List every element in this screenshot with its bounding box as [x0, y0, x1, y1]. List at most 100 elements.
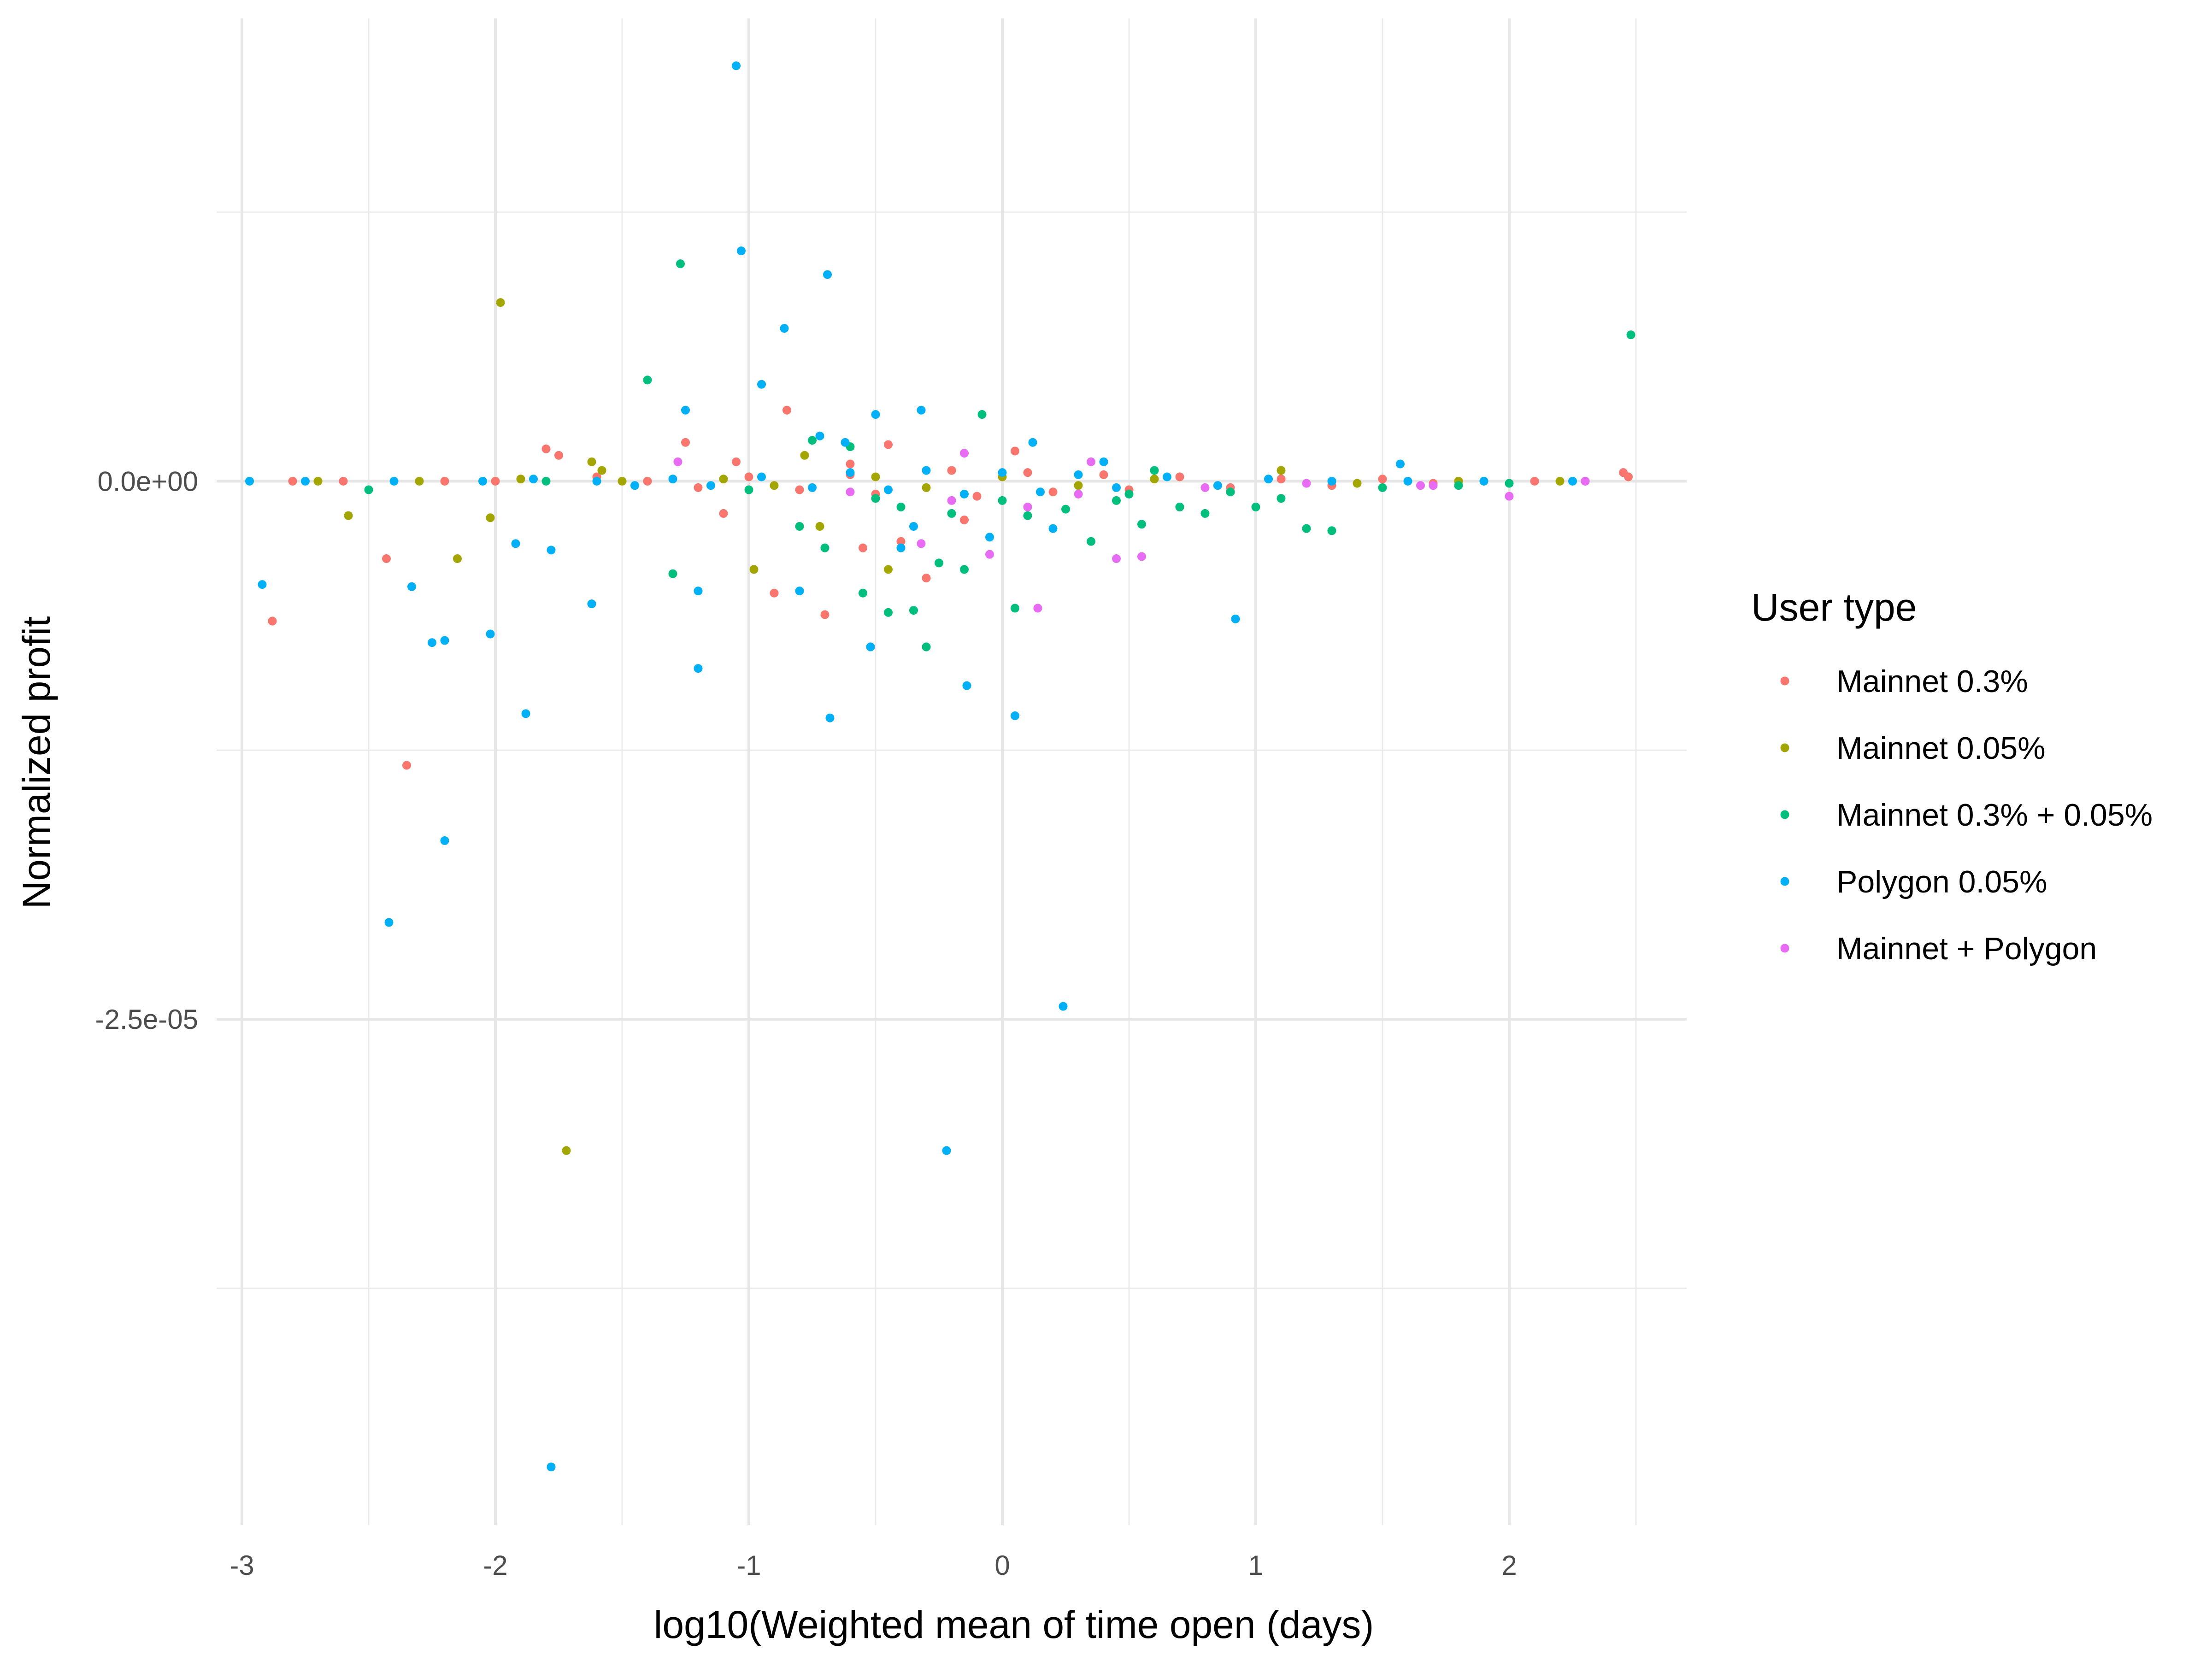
data-point [1454, 481, 1463, 490]
data-point [511, 539, 520, 548]
data-point [770, 588, 779, 598]
data-point [344, 511, 353, 520]
data-point [1555, 476, 1565, 486]
data-point [917, 405, 926, 415]
data-point [587, 599, 596, 609]
data-point [1087, 537, 1095, 546]
data-point [815, 522, 824, 531]
data-point [681, 438, 690, 447]
data-point [795, 522, 804, 531]
legend-entries: Mainnet 0.3% Mainnet 0.05% Mainnet 0.3% + … [1780, 664, 2153, 966]
data-point [922, 483, 931, 492]
data-point [1429, 481, 1438, 490]
data-point [795, 485, 804, 494]
data-point [694, 664, 703, 673]
data-point [1277, 475, 1286, 484]
data-point [998, 496, 1007, 505]
data-point [823, 270, 832, 279]
data-point [1011, 711, 1019, 721]
data-point [719, 475, 728, 484]
data-point [1074, 470, 1083, 479]
data-point [1033, 604, 1042, 613]
data-point [1479, 476, 1488, 486]
x-tick-label: -1 [736, 1550, 761, 1581]
data-point [486, 629, 495, 639]
data-point [780, 324, 789, 333]
data-point [1099, 457, 1108, 466]
legend-label: Mainnet 0.3% [1836, 664, 2028, 699]
data-point [841, 438, 850, 447]
data-point [1048, 524, 1058, 533]
x-tick-label: -2 [483, 1550, 507, 1581]
legend-label: Polygon 0.05% [1836, 864, 2047, 899]
data-point [1150, 466, 1159, 475]
x-tick-label: -3 [229, 1550, 254, 1581]
data-point [1074, 489, 1083, 499]
data-point [1028, 438, 1037, 447]
data-point [1581, 476, 1590, 486]
data-point [1624, 472, 1633, 481]
data-point [440, 836, 449, 845]
legend-label: Mainnet + Polygon [1836, 931, 2097, 966]
data-point [554, 451, 563, 460]
data-point [947, 466, 956, 475]
data-point [268, 616, 277, 626]
data-point [820, 543, 830, 552]
data-point [1023, 468, 1032, 477]
data-point [757, 380, 766, 389]
data-point [597, 466, 606, 475]
legend-label: Mainnet 0.3% + 0.05% [1836, 798, 2153, 833]
data-point [478, 476, 487, 486]
data-point [795, 587, 804, 596]
data-point [896, 537, 906, 546]
data-point [1403, 476, 1412, 486]
data-point [1175, 472, 1184, 481]
data-point [871, 472, 880, 481]
data-point [1023, 502, 1032, 511]
data-point [909, 606, 918, 615]
data-point [1099, 470, 1108, 479]
data-point [884, 608, 893, 617]
data-point [486, 513, 495, 522]
data-point [1137, 552, 1146, 561]
data-point [453, 554, 462, 563]
data-point [694, 483, 703, 492]
data-point [592, 476, 601, 486]
data-point [1396, 459, 1405, 469]
data-point [1112, 483, 1121, 492]
data-point [1011, 604, 1019, 613]
data-point [618, 476, 627, 486]
data-point [896, 502, 906, 511]
data-point [1505, 479, 1514, 488]
data-point [896, 543, 906, 552]
data-point [859, 543, 867, 552]
data-point [977, 410, 987, 419]
data-point [676, 259, 685, 269]
data-point [402, 761, 411, 770]
x-axis-title: log10(Weighted mean of time open (days) [654, 1603, 1374, 1646]
data-point [732, 61, 741, 70]
data-point [1327, 476, 1336, 486]
data-point [1112, 496, 1121, 505]
data-point [815, 431, 824, 440]
data-point [871, 410, 880, 419]
legend: User type Mainnet 0.3%Mainnet 0.05%Mainn… [1751, 586, 2153, 966]
data-point [909, 522, 918, 531]
legend-key [1780, 877, 1789, 886]
x-tick-label: 0 [994, 1550, 1010, 1581]
data-point [935, 558, 943, 568]
data-point [516, 475, 525, 484]
data-point [922, 642, 931, 651]
data-point [541, 444, 551, 453]
x-tick-label: 1 [1248, 1550, 1263, 1581]
y-tick-label: 0.0e+00 [97, 466, 198, 497]
data-point [587, 457, 596, 466]
data-point [732, 457, 741, 466]
data-point [1048, 487, 1058, 497]
data-point [694, 587, 703, 596]
data-point [643, 476, 652, 486]
data-point [491, 476, 500, 486]
data-point [998, 468, 1007, 477]
data-point [415, 476, 424, 486]
